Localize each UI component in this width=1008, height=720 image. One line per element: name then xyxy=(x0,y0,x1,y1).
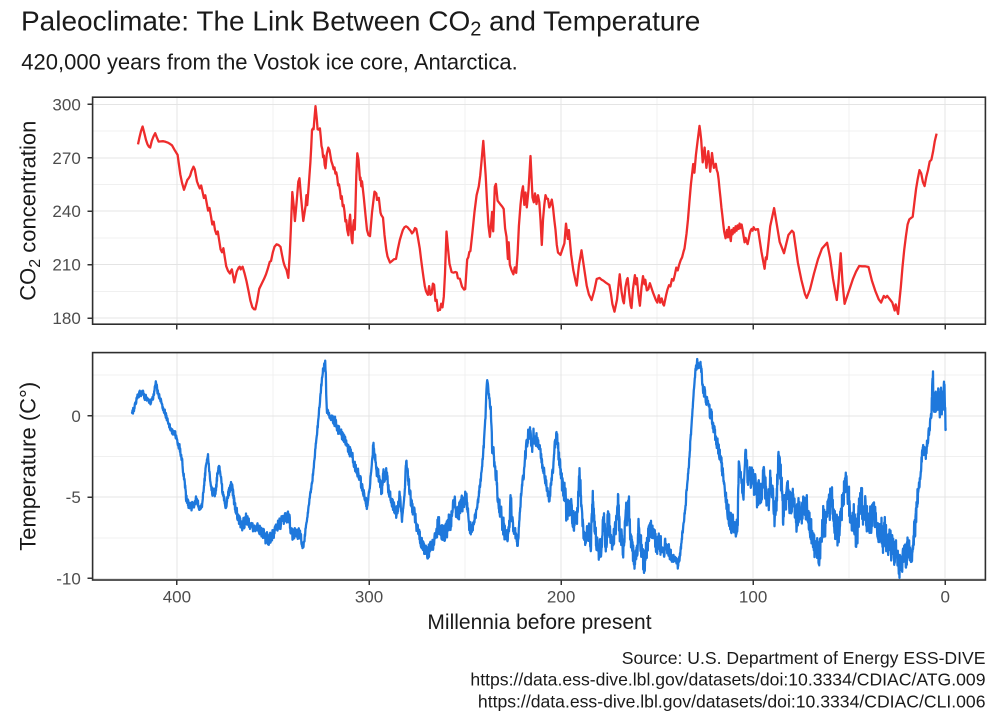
svg-text:Temperature (C°): Temperature (C°) xyxy=(16,382,41,551)
svg-text:Millennia before present: Millennia before present xyxy=(427,611,651,634)
svg-text:0: 0 xyxy=(71,407,80,426)
svg-text:270: 270 xyxy=(52,149,80,168)
svg-text:300: 300 xyxy=(52,95,80,114)
svg-text:300: 300 xyxy=(355,588,383,607)
svg-text:-10: -10 xyxy=(56,569,81,588)
svg-text:400: 400 xyxy=(163,588,191,607)
svg-text:420,000 years from the Vostok: 420,000 years from the Vostok ice core, … xyxy=(21,50,517,75)
svg-text:240: 240 xyxy=(52,202,80,221)
svg-text:https://data.ess-dive.lbl.gov/: https://data.ess-dive.lbl.gov/datasets/d… xyxy=(470,670,985,690)
svg-text:180: 180 xyxy=(52,309,80,328)
svg-text:100: 100 xyxy=(739,588,767,607)
svg-text:CO2 concentration: CO2 concentration xyxy=(16,121,44,301)
svg-text:210: 210 xyxy=(52,256,80,275)
svg-text:https://data.ess-dive.lbl.gov/: https://data.ess-dive.lbl.gov/datasets/d… xyxy=(478,691,986,711)
svg-text:200: 200 xyxy=(547,588,575,607)
svg-text:-5: -5 xyxy=(66,488,81,507)
svg-text:0: 0 xyxy=(940,588,949,607)
svg-text:Source: U.S. Department of Ene: Source: U.S. Department of Energy ESS-DI… xyxy=(622,648,986,668)
svg-text:Paleoclimate: The Link Between: Paleoclimate: The Link Between CO2 and T… xyxy=(21,6,700,41)
